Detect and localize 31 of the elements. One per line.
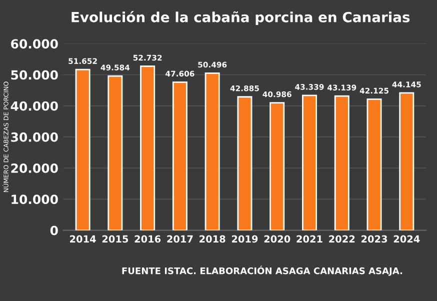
bar	[108, 75, 123, 230]
y-tick-label: 0	[50, 226, 58, 236]
bar	[302, 94, 317, 230]
y-tick-label: 10.000	[12, 194, 58, 204]
x-tick-label: 2015	[102, 235, 128, 243]
y-tick-label: 60.000	[11, 39, 58, 49]
x-tick-label: 2014	[70, 235, 96, 243]
y-tick-label: 20.000	[11, 164, 58, 173]
bar	[237, 96, 252, 230]
x-tick-label: 2023	[362, 235, 388, 243]
y-tick-label: 40.000	[10, 101, 58, 111]
x-tick-label: 2022	[329, 235, 355, 243]
y-tick-label: 30.000	[11, 132, 58, 142]
source-note: FUENTE ISTAC. ELABORACIÓN ASAGA CANARIAS ASAJA.	[122, 266, 402, 276]
bar	[366, 98, 382, 230]
x-tick-label: 2024	[394, 235, 420, 243]
bar	[334, 95, 350, 230]
x-tick-label: 2021	[296, 235, 322, 243]
x-tick-label: 2016	[134, 235, 161, 243]
bar	[399, 92, 414, 230]
bar	[140, 66, 156, 230]
x-tick-label: 2018	[200, 235, 226, 243]
y-tick-label: 50.000	[11, 70, 58, 80]
bar	[75, 68, 90, 230]
bar	[204, 72, 220, 230]
bar	[172, 82, 188, 230]
x-tick-label: 2020	[264, 235, 290, 243]
chart-title: Evolución de la cabaña porcina en Canarias	[72, 11, 410, 26]
x-tick-label: 2019	[232, 235, 258, 243]
bar	[270, 102, 285, 230]
x-tick-label: 2017	[167, 235, 193, 243]
